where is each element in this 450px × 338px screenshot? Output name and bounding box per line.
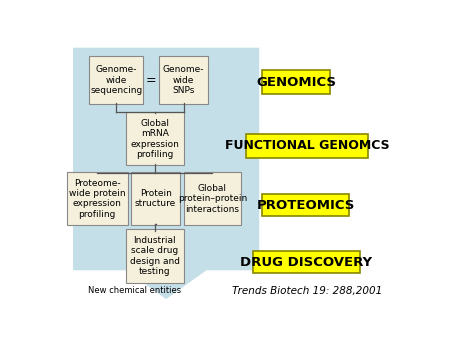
FancyBboxPatch shape [90, 56, 144, 104]
Text: Genome-
wide
SNPs: Genome- wide SNPs [163, 65, 204, 95]
FancyBboxPatch shape [159, 56, 208, 104]
FancyBboxPatch shape [262, 71, 330, 94]
FancyBboxPatch shape [184, 172, 241, 225]
Text: DRUG DISCOVERY: DRUG DISCOVERY [240, 256, 373, 269]
Text: New chemical entities: New chemical entities [88, 286, 181, 295]
Text: PROTEOMICS: PROTEOMICS [256, 199, 355, 212]
Text: FUNCTIONAL GENOMCS: FUNCTIONAL GENOMCS [225, 140, 390, 152]
FancyBboxPatch shape [246, 134, 369, 158]
FancyBboxPatch shape [67, 172, 128, 225]
Text: Global
protein–protein
interactions: Global protein–protein interactions [178, 184, 247, 214]
Text: Genome-
wide
sequencing: Genome- wide sequencing [90, 65, 143, 95]
Polygon shape [74, 48, 258, 298]
FancyBboxPatch shape [262, 194, 349, 216]
Text: GENOMICS: GENOMICS [256, 76, 336, 89]
Text: =: = [146, 74, 157, 87]
Text: Protein
structure: Protein structure [135, 189, 176, 208]
Text: Proteome-
wide protein
expression
profiling: Proteome- wide protein expression profil… [69, 178, 126, 219]
FancyBboxPatch shape [126, 229, 184, 283]
Text: Trends Biotech 19: 288,2001: Trends Biotech 19: 288,2001 [232, 286, 382, 296]
Text: Global
mRNA
expression
profiling: Global mRNA expression profiling [130, 119, 179, 159]
FancyBboxPatch shape [126, 112, 184, 166]
Text: Industrial
scale drug
design and
testing: Industrial scale drug design and testing [130, 236, 180, 276]
FancyBboxPatch shape [253, 251, 360, 273]
FancyBboxPatch shape [131, 172, 180, 225]
